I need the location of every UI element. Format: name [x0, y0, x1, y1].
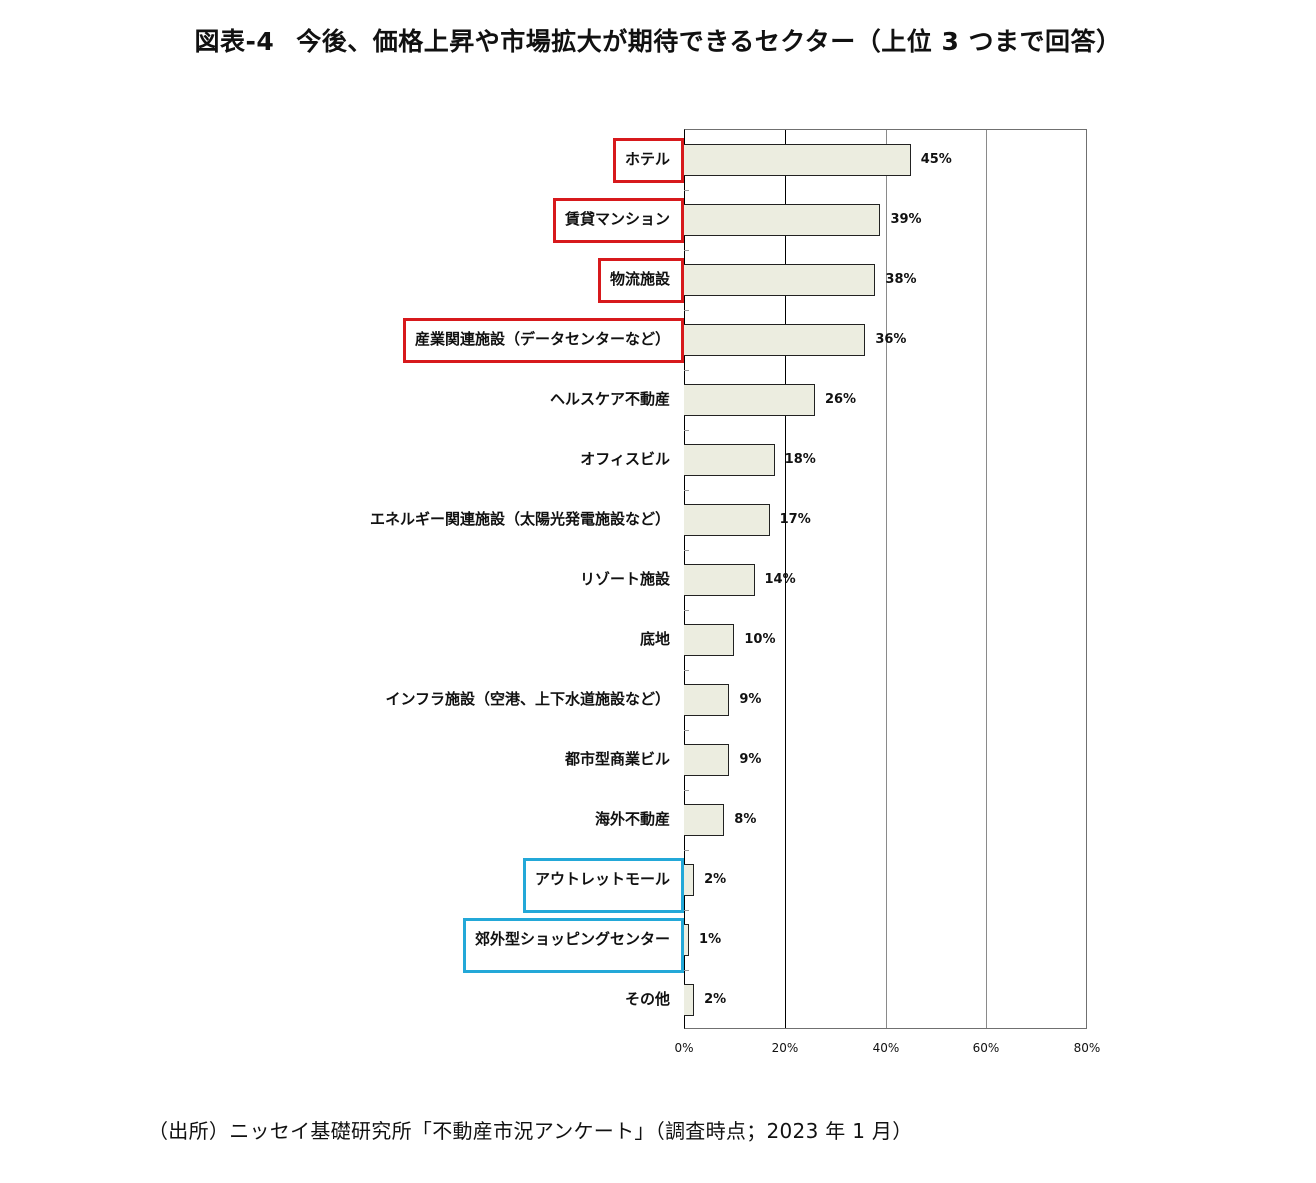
value-label: 1% [699, 932, 722, 947]
y-tick [684, 190, 689, 191]
category-label: その他 [624, 990, 670, 1008]
bar [684, 684, 730, 716]
figure-number: 図表-4 [194, 27, 275, 56]
category-label: オフィスビル [580, 450, 670, 468]
bar-row: 賃貸マンション 39% [0, 190, 1316, 250]
title-text: 今後、価格上昇や市場拡大が期待できるセクター（上位 3 つまで回答） [296, 27, 1122, 56]
chart-title: 図表-4 今後、価格上昇や市場拡大が期待できるセクター（上位 3 つまで回答） [0, 22, 1316, 58]
bar [684, 984, 695, 1016]
bar [684, 504, 770, 536]
category-label: ヘルスケア不動産 [549, 390, 670, 408]
value-label: 18% [784, 452, 816, 467]
gridline-40 [886, 130, 887, 1028]
category-label: 郊外型ショッピングセンター [474, 930, 670, 948]
value-label: 2% [704, 992, 727, 1007]
y-tick [684, 370, 689, 371]
x-tick-40: 40% [872, 1041, 900, 1055]
source-note: （出所）ニッセイ基礎研究所「不動産市況アンケート」（調査時点；2023 年 1 … [148, 1119, 913, 1143]
gridline-60 [986, 130, 987, 1028]
y-tick [684, 970, 689, 971]
category-label: 産業関連施設（データセンターなど） [414, 330, 670, 348]
y-tick [684, 610, 689, 611]
category-label: 海外不動産 [594, 810, 670, 828]
value-label: 17% [779, 512, 811, 527]
y-tick [684, 730, 689, 731]
category-label: 底地 [639, 630, 670, 648]
bar [684, 624, 735, 656]
bar-row: 底地 10% [0, 610, 1316, 670]
value-label: 9% [739, 692, 762, 707]
bar-row: 物流施設 38% [0, 250, 1316, 310]
value-label: 45% [920, 152, 952, 167]
bar-row: 海外不動産 8% [0, 790, 1316, 850]
bar [684, 264, 876, 296]
x-tick-20: 20% [771, 1041, 799, 1055]
bar [684, 744, 730, 776]
bar-row: エネルギー関連施設（太陽光発電施設など） 17% [0, 490, 1316, 550]
value-label: 8% [734, 812, 757, 827]
category-label: ホテル [624, 150, 670, 168]
x-tick-0: 0% [674, 1041, 694, 1055]
value-label: 9% [739, 752, 762, 767]
category-label: 賃貸マンション [564, 210, 670, 228]
y-tick [684, 550, 689, 551]
category-label: エネルギー関連施設（太陽光発電施設など） [369, 510, 670, 528]
gridline-20 [785, 130, 786, 1028]
value-label: 36% [875, 332, 907, 347]
bar-row: 産業関連施設（データセンターなど） 36% [0, 310, 1316, 370]
bar-row: ヘルスケア不動産 26% [0, 370, 1316, 430]
value-label: 14% [764, 572, 796, 587]
y-tick [684, 850, 689, 851]
bar-row: ホテル 45% [0, 130, 1316, 190]
bar [684, 444, 775, 476]
bar-row: 郊外型ショッピングセンター 1% [0, 910, 1316, 970]
category-label: インフラ施設（空港、上下水道施設など） [385, 690, 670, 708]
value-label: 2% [704, 872, 727, 887]
value-label: 26% [824, 392, 857, 407]
x-tick-60: 60% [972, 1041, 1000, 1055]
value-label: 39% [890, 212, 922, 227]
bar-row: その他 2% [0, 970, 1316, 1030]
value-label: 10% [744, 632, 776, 647]
y-tick [684, 310, 689, 311]
bar [684, 384, 815, 416]
bar-row: 都市型商業ビル 9% [0, 730, 1316, 790]
y-tick [684, 670, 689, 671]
value-label: 38% [885, 272, 917, 287]
bar [684, 864, 695, 896]
category-label: リゾート施設 [579, 570, 670, 588]
bar-row: リゾート施設 14% [0, 550, 1316, 610]
bar-row: インフラ施設（空港、上下水道施設など） 9% [0, 670, 1316, 730]
bar-row: アウトレットモール 2% [0, 850, 1316, 910]
category-label: 都市型商業ビル [564, 750, 670, 768]
y-tick [684, 250, 689, 251]
category-label: 物流施設 [609, 270, 670, 288]
y-tick [684, 910, 689, 911]
y-tick [684, 430, 689, 431]
y-tick [684, 790, 689, 791]
y-tick [684, 490, 689, 491]
bar-row: オフィスビル 18% [0, 430, 1316, 490]
x-tick-80: 80% [1073, 1041, 1101, 1055]
bar [684, 924, 690, 956]
bar [684, 144, 911, 176]
category-label: アウトレットモール [534, 870, 670, 888]
bar [684, 324, 866, 356]
bar [684, 804, 725, 836]
bar [684, 564, 755, 596]
bar [684, 204, 881, 236]
